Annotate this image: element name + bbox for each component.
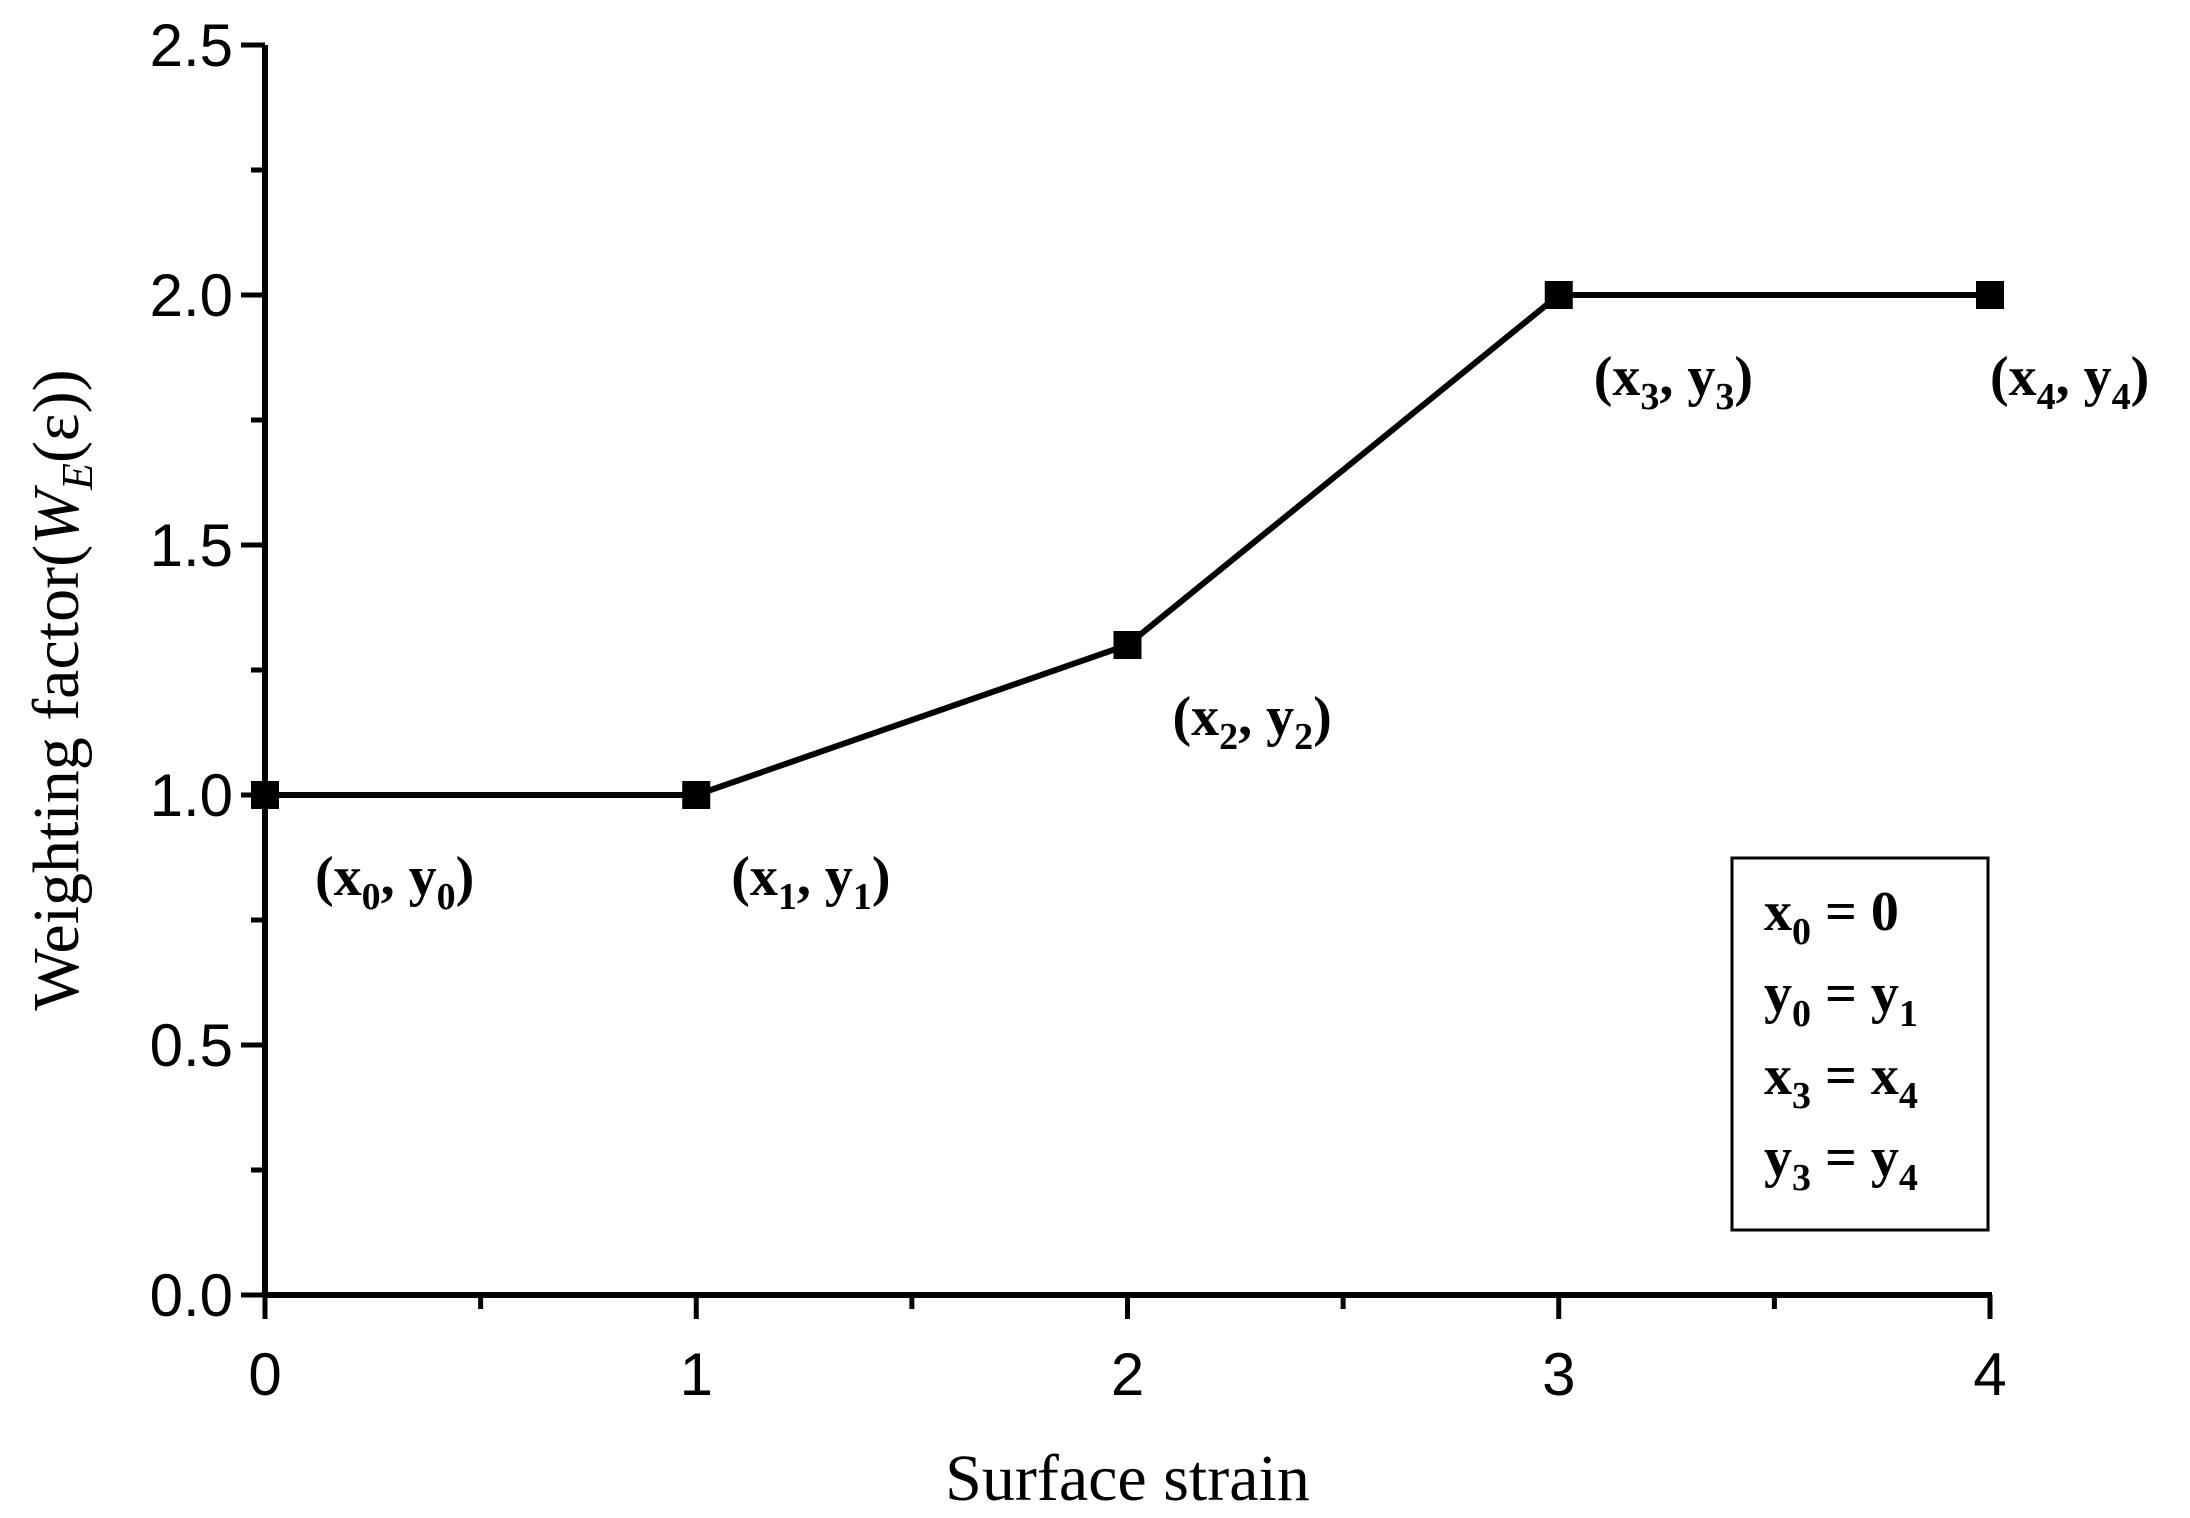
legend-box: x0 = 0 y0 = y1 x3 = x4 y3 = y4 — [1730, 856, 1990, 1232]
data-series — [251, 281, 2004, 809]
point-label: (x4, y4) — [1990, 346, 2149, 418]
y-tick-label: 1.0 — [150, 762, 233, 829]
point-label: (x3, y3) — [1594, 346, 1753, 418]
legend-entry: y0 = y1 — [1764, 963, 1918, 1035]
legend-entry: y3 = y4 — [1764, 1127, 1918, 1199]
data-point-marker — [1544, 281, 1573, 309]
data-point-marker — [1976, 281, 2004, 309]
y-axis-title-prefix: Weighting factor( — [20, 545, 93, 1011]
data-point-marker — [1113, 631, 1142, 659]
legend-frame — [1730, 856, 1990, 1232]
y-tick-label: 2.5 — [150, 12, 233, 79]
point-labels: (x0, y0) (x1, y1) (x2, y2) (x3, y3) (x4, y4) — [315, 346, 2149, 918]
point-label: (x2, y2) — [1173, 686, 1332, 758]
data-point-marker — [251, 781, 279, 809]
x-tick-label: 2 — [1111, 1341, 1144, 1408]
y-tick-label: 1.5 — [150, 512, 233, 579]
x-tick-label: 3 — [1542, 1341, 1575, 1408]
legend-entry: x3 = x4 — [1764, 1045, 1918, 1117]
y-axis-title-symbol: W — [20, 485, 93, 545]
x-axis-title: Surface strain — [945, 1442, 1310, 1515]
x-tick-label: 0 — [248, 1341, 281, 1408]
x-tick-label: 1 — [680, 1341, 713, 1408]
point-label: (x0, y0) — [315, 846, 474, 918]
x-tick-label: 4 — [1973, 1341, 2006, 1408]
point-label: (x1, y1) — [731, 846, 890, 918]
y-axis-title: Weighting factor(WE(ε)) — [20, 369, 102, 1010]
data-point-marker — [682, 781, 711, 809]
axes: 0.0 0.5 1.0 1.5 2.0 2.5 0 1 2 3 4 — [150, 12, 2007, 1408]
series-line — [265, 292, 1990, 798]
legend-entry: x0 = 0 — [1764, 881, 1899, 953]
y-tick-label: 0.5 — [150, 1012, 233, 1079]
y-tick-label: 2.0 — [150, 262, 233, 329]
y-axis-title-subscript: E — [53, 463, 102, 491]
y-axis-title-rest: (ε)) — [20, 369, 93, 463]
y-tick-label: 0.0 — [150, 1262, 233, 1329]
